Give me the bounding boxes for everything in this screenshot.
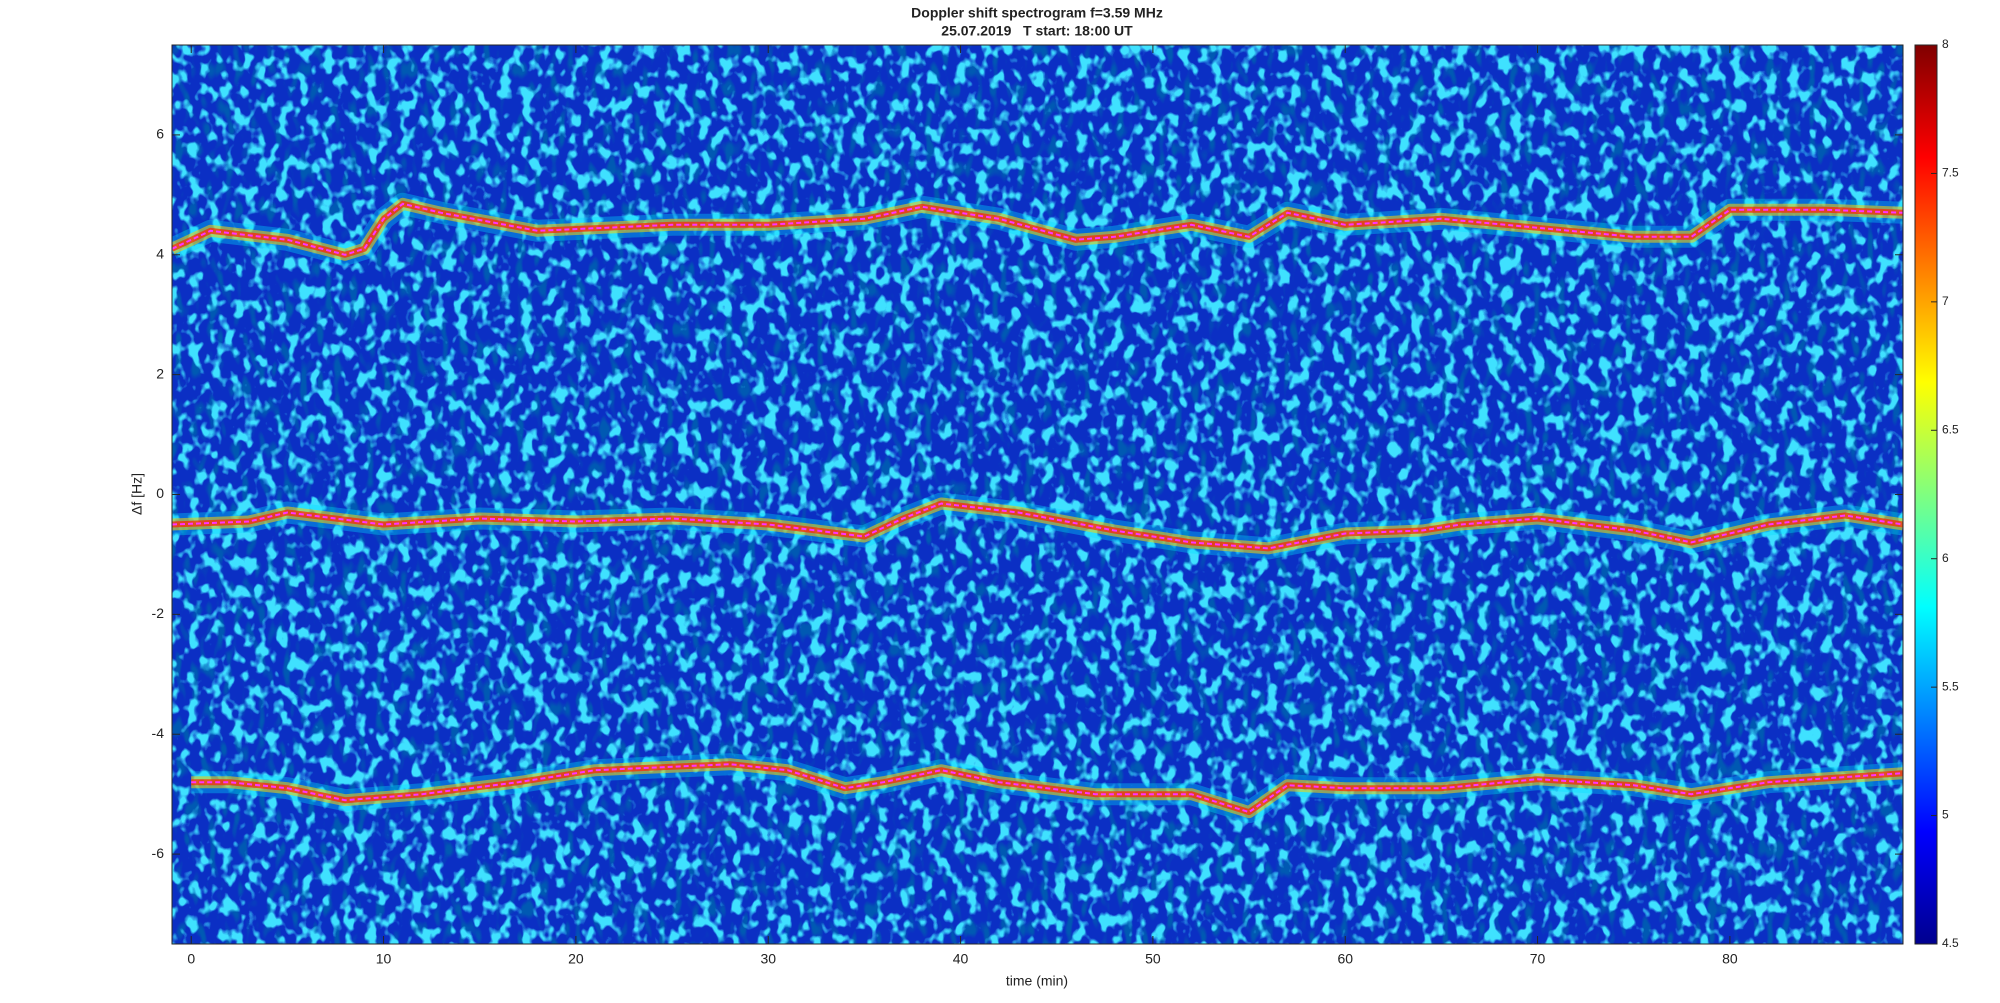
colorbar-tick-label: 4.5	[1942, 936, 1959, 950]
x-tick-label: 40	[953, 951, 969, 967]
x-axis-label: time (min)	[1006, 973, 1068, 989]
x-tick-label: 20	[568, 951, 584, 967]
colorbar-tick-label: 5	[1942, 808, 1949, 822]
x-tick-label: 60	[1337, 951, 1353, 967]
chart-title: Doppler shift spectrogram f=3.59 MHz	[911, 5, 1163, 21]
colorbar-tick-label: 6	[1942, 551, 1949, 565]
x-tick-label: 80	[1722, 951, 1738, 967]
plot-area	[172, 45, 1903, 944]
y-tick-label: -4	[152, 725, 165, 741]
colorbar	[1914, 44, 1938, 945]
colorbar-tick-label: 6.5	[1942, 422, 1959, 436]
colorbar-tick-label: 5.5	[1942, 679, 1959, 693]
x-tick-label: 0	[187, 951, 195, 967]
y-tick-label: -6	[152, 845, 165, 861]
colorbar-tick-label: 7.5	[1942, 166, 1959, 180]
y-tick-label: 2	[156, 365, 164, 381]
colorbar-tick-label: 8	[1942, 37, 1949, 51]
x-tick-label: 70	[1530, 951, 1546, 967]
trace-line	[191, 763, 1903, 814]
y-axis-label: Δf [Hz]	[129, 473, 145, 515]
x-tick-label: 10	[376, 951, 392, 967]
trace-line	[172, 202, 1903, 256]
trace-line	[172, 502, 1903, 550]
x-tick-label: 30	[760, 951, 776, 967]
x-tick-label: 50	[1145, 951, 1161, 967]
chart-subtitle: 25.07.2019 T start: 18:00 UT	[941, 23, 1133, 39]
colorbar-tick-label: 7	[1942, 294, 1949, 308]
y-tick-label: 0	[156, 485, 164, 501]
noise	[172, 45, 1903, 944]
y-tick-label: -2	[152, 605, 165, 621]
y-tick-label: 4	[156, 245, 164, 261]
y-tick-label: 6	[156, 126, 164, 142]
